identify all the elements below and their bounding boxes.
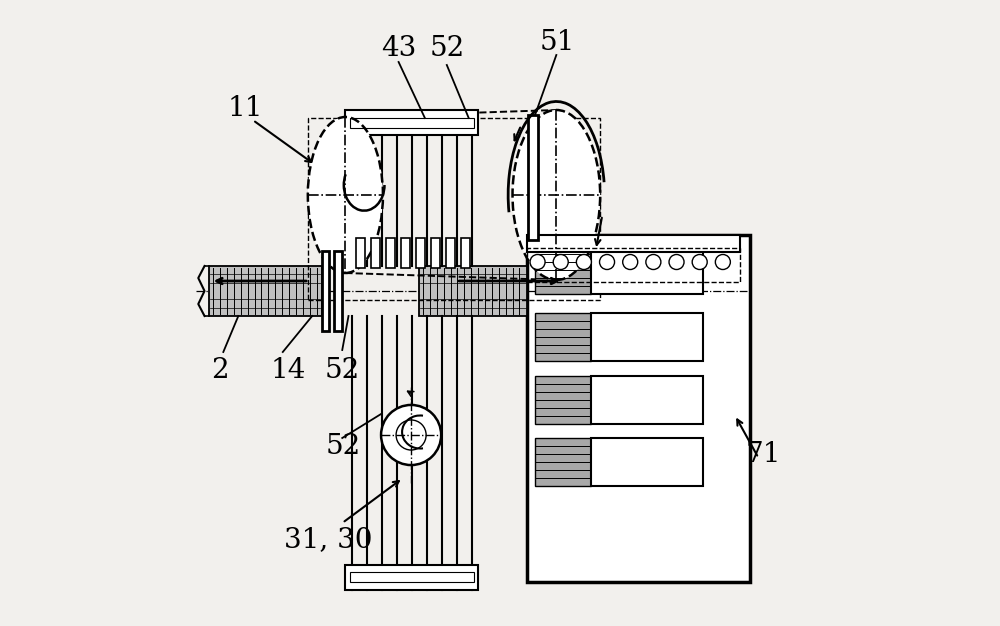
- Ellipse shape: [308, 117, 383, 273]
- Circle shape: [530, 255, 545, 270]
- Text: 52: 52: [430, 34, 465, 61]
- Bar: [535, 376, 591, 424]
- Circle shape: [715, 255, 730, 270]
- Circle shape: [381, 405, 441, 465]
- Bar: [591, 376, 703, 424]
- Bar: [461, 238, 470, 268]
- Circle shape: [623, 255, 638, 270]
- Bar: [419, 266, 527, 316]
- Bar: [527, 235, 750, 582]
- Bar: [334, 251, 342, 331]
- Bar: [345, 565, 478, 590]
- Bar: [431, 238, 440, 268]
- Text: 52: 52: [325, 356, 360, 384]
- Bar: [350, 572, 474, 582]
- Bar: [401, 238, 410, 268]
- Bar: [308, 118, 600, 300]
- Text: 43: 43: [381, 34, 416, 61]
- Bar: [416, 238, 425, 268]
- Bar: [386, 238, 395, 268]
- Bar: [446, 238, 455, 268]
- Bar: [356, 238, 365, 268]
- Bar: [345, 110, 478, 135]
- Text: 31, 30: 31, 30: [284, 526, 373, 553]
- Text: 2: 2: [211, 356, 228, 384]
- Text: 51: 51: [539, 29, 575, 56]
- Bar: [209, 266, 322, 316]
- Bar: [527, 235, 740, 252]
- Text: 52: 52: [326, 433, 361, 461]
- Text: 14: 14: [270, 356, 306, 384]
- Bar: [535, 246, 591, 294]
- Circle shape: [600, 255, 615, 270]
- Bar: [528, 115, 538, 240]
- Circle shape: [669, 255, 684, 270]
- Bar: [371, 238, 380, 268]
- Text: 11: 11: [228, 95, 263, 121]
- Bar: [527, 248, 740, 282]
- Text: 71: 71: [746, 441, 782, 468]
- Bar: [322, 251, 329, 331]
- Bar: [535, 313, 591, 361]
- Bar: [591, 246, 703, 294]
- Bar: [535, 438, 591, 486]
- Circle shape: [646, 255, 661, 270]
- Circle shape: [553, 255, 568, 270]
- Bar: [591, 313, 703, 361]
- Circle shape: [396, 420, 426, 450]
- Bar: [591, 438, 703, 486]
- Ellipse shape: [513, 110, 600, 280]
- Circle shape: [576, 255, 591, 270]
- Bar: [350, 118, 474, 128]
- Circle shape: [692, 255, 707, 270]
